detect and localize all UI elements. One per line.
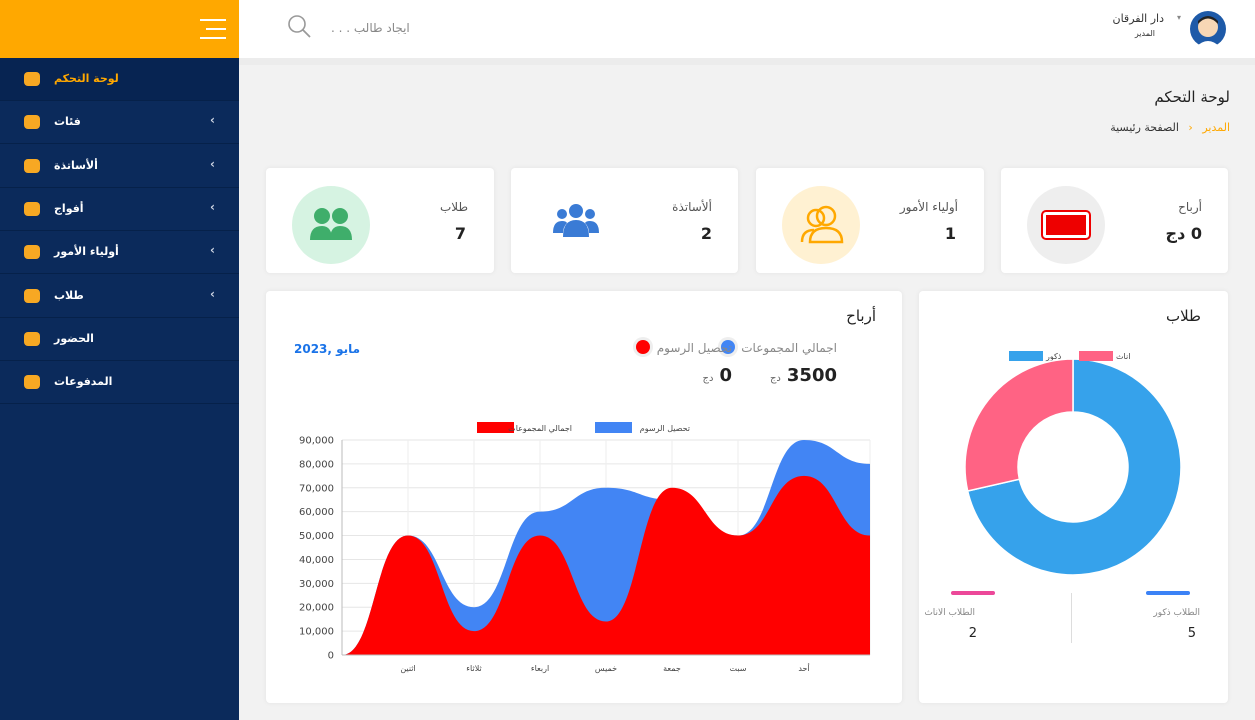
menu-item[interactable]: أفواج ‹ xyxy=(0,188,239,231)
stat-card: ألأساتذة 2 xyxy=(511,168,738,273)
search-icon[interactable] xyxy=(287,14,313,40)
date-picker[interactable]: مايو ,2023 xyxy=(294,342,361,356)
menu-icon xyxy=(24,245,40,260)
menu-label: فئات xyxy=(54,115,81,129)
breadcrumb-item[interactable]: المدير xyxy=(1202,121,1230,134)
stat-card: طلاب 7 xyxy=(266,168,494,273)
breadcrumb-item: الصفحة رئيسية xyxy=(1110,121,1179,134)
summary-label: الطلاب ذكور xyxy=(1153,608,1200,618)
menu-icon xyxy=(24,201,40,216)
breadcrumb-sep: ‹ xyxy=(1188,121,1193,134)
stat-unit: دج xyxy=(1165,224,1186,243)
menu-item[interactable]: المدفوعات xyxy=(0,361,239,405)
stat-icon xyxy=(782,186,860,264)
menu-label: أفواج xyxy=(54,201,84,215)
menu-item[interactable]: أولياء الأمور ‹ xyxy=(0,231,239,275)
teachers-icon xyxy=(553,204,599,237)
summary-unit: دج xyxy=(769,373,781,384)
stat-card: أرباح 0 دج xyxy=(1001,168,1228,273)
summary-unit: دج xyxy=(702,373,714,384)
menu-item[interactable]: طلاب ‹ xyxy=(0,275,239,318)
avatar[interactable] xyxy=(1190,11,1226,47)
stat-value: 7 xyxy=(454,224,466,243)
summary-line xyxy=(1146,591,1190,595)
breadcrumb: المدير ‹ الصفحة رئيسية xyxy=(1110,121,1230,134)
menu-toggle[interactable] xyxy=(200,19,226,39)
stat-label: أولياء الأمور xyxy=(899,200,958,214)
menu-label: المدفوعات xyxy=(54,375,113,389)
user-role: المدير xyxy=(1134,29,1155,38)
panel-title: طلاب xyxy=(1165,307,1201,325)
summary-value: 2 xyxy=(968,626,977,641)
parents-icon xyxy=(800,205,844,244)
profits-panel: أرباح مايو ,2023 اجمالي المجموعات 3500 دج ت… xyxy=(266,291,902,703)
summary-value: 3500 دج xyxy=(770,365,837,386)
summary-line xyxy=(951,591,995,595)
stat-label: طلاب xyxy=(439,200,468,214)
menu-label: لوحة التحكم xyxy=(54,72,119,85)
menu-item[interactable]: الحضور xyxy=(0,318,239,361)
chevron: ‹ xyxy=(210,199,215,214)
stat-label: أرباح xyxy=(1178,200,1202,214)
search-input[interactable]: ايجاد طالب . . . xyxy=(331,21,410,35)
summary-label: اجمالي المجموعات xyxy=(741,341,837,355)
stat-card: أولياء الأمور 1 xyxy=(756,168,984,273)
page-title: لوحة التحكم xyxy=(1154,88,1230,106)
stat-icon xyxy=(292,186,370,264)
stat-value: 2 xyxy=(700,224,712,243)
students-icon xyxy=(310,208,352,240)
menu-icon xyxy=(24,331,40,346)
summary-number: 3500 xyxy=(786,365,837,386)
menu-icon xyxy=(24,72,40,86)
menu-bar xyxy=(206,28,226,30)
summary-dot xyxy=(636,340,650,354)
menu-icon xyxy=(24,158,40,173)
students-panel: طلاب الطلاب ذكور 5 الطلاب الاناث 2 xyxy=(919,291,1228,703)
menu-label: الحضور xyxy=(54,331,94,345)
stat-number: 0 xyxy=(1190,224,1202,243)
menu-item[interactable]: فئات ‹ xyxy=(0,101,239,145)
summary-value: 5 xyxy=(1187,626,1196,641)
user-caret[interactable]: ▾ xyxy=(1176,13,1181,22)
panel-title: أرباح xyxy=(846,307,876,325)
summary-value: 0 دج xyxy=(703,365,732,386)
stat-value: 0 دج xyxy=(1166,224,1202,243)
summary-dot xyxy=(721,340,735,354)
summary-number: 0 xyxy=(719,365,732,386)
menu-icon xyxy=(24,288,40,303)
header: ايجاد طالب . . . دار الفرقان ▾ المدير xyxy=(239,0,1255,65)
menu-label: طلاب xyxy=(54,288,84,302)
divider xyxy=(1071,593,1072,643)
chevron: ‹ xyxy=(210,286,215,301)
menu-label: ألأساتذة xyxy=(54,158,98,172)
menu-label: أولياء الأمور xyxy=(54,245,119,259)
user-name[interactable]: دار الفرقان xyxy=(1112,12,1165,25)
sidebar-top xyxy=(0,0,239,58)
summary-label: تحصيل الرسوم xyxy=(656,341,732,355)
menu-item[interactable]: ألأساتذة ‹ xyxy=(0,145,239,188)
stat-value: 1 xyxy=(944,224,956,243)
summary-label: الطلاب الاناث xyxy=(924,608,975,618)
chevron: ‹ xyxy=(210,113,215,128)
sidebar: لوحة التحكم فئات ‹ ألأساتذة ‹ أفواج ‹ أولياء ال… xyxy=(0,0,239,720)
menu-item[interactable]: لوحة التحكم xyxy=(0,58,239,101)
stat-icon xyxy=(1027,186,1105,264)
money-icon xyxy=(1041,210,1091,240)
stat-label: ألأساتذة xyxy=(672,200,712,214)
menu-icon xyxy=(24,115,40,130)
menu-icon xyxy=(24,375,40,390)
chevron: ‹ xyxy=(210,156,215,171)
chevron: ‹ xyxy=(210,243,215,258)
